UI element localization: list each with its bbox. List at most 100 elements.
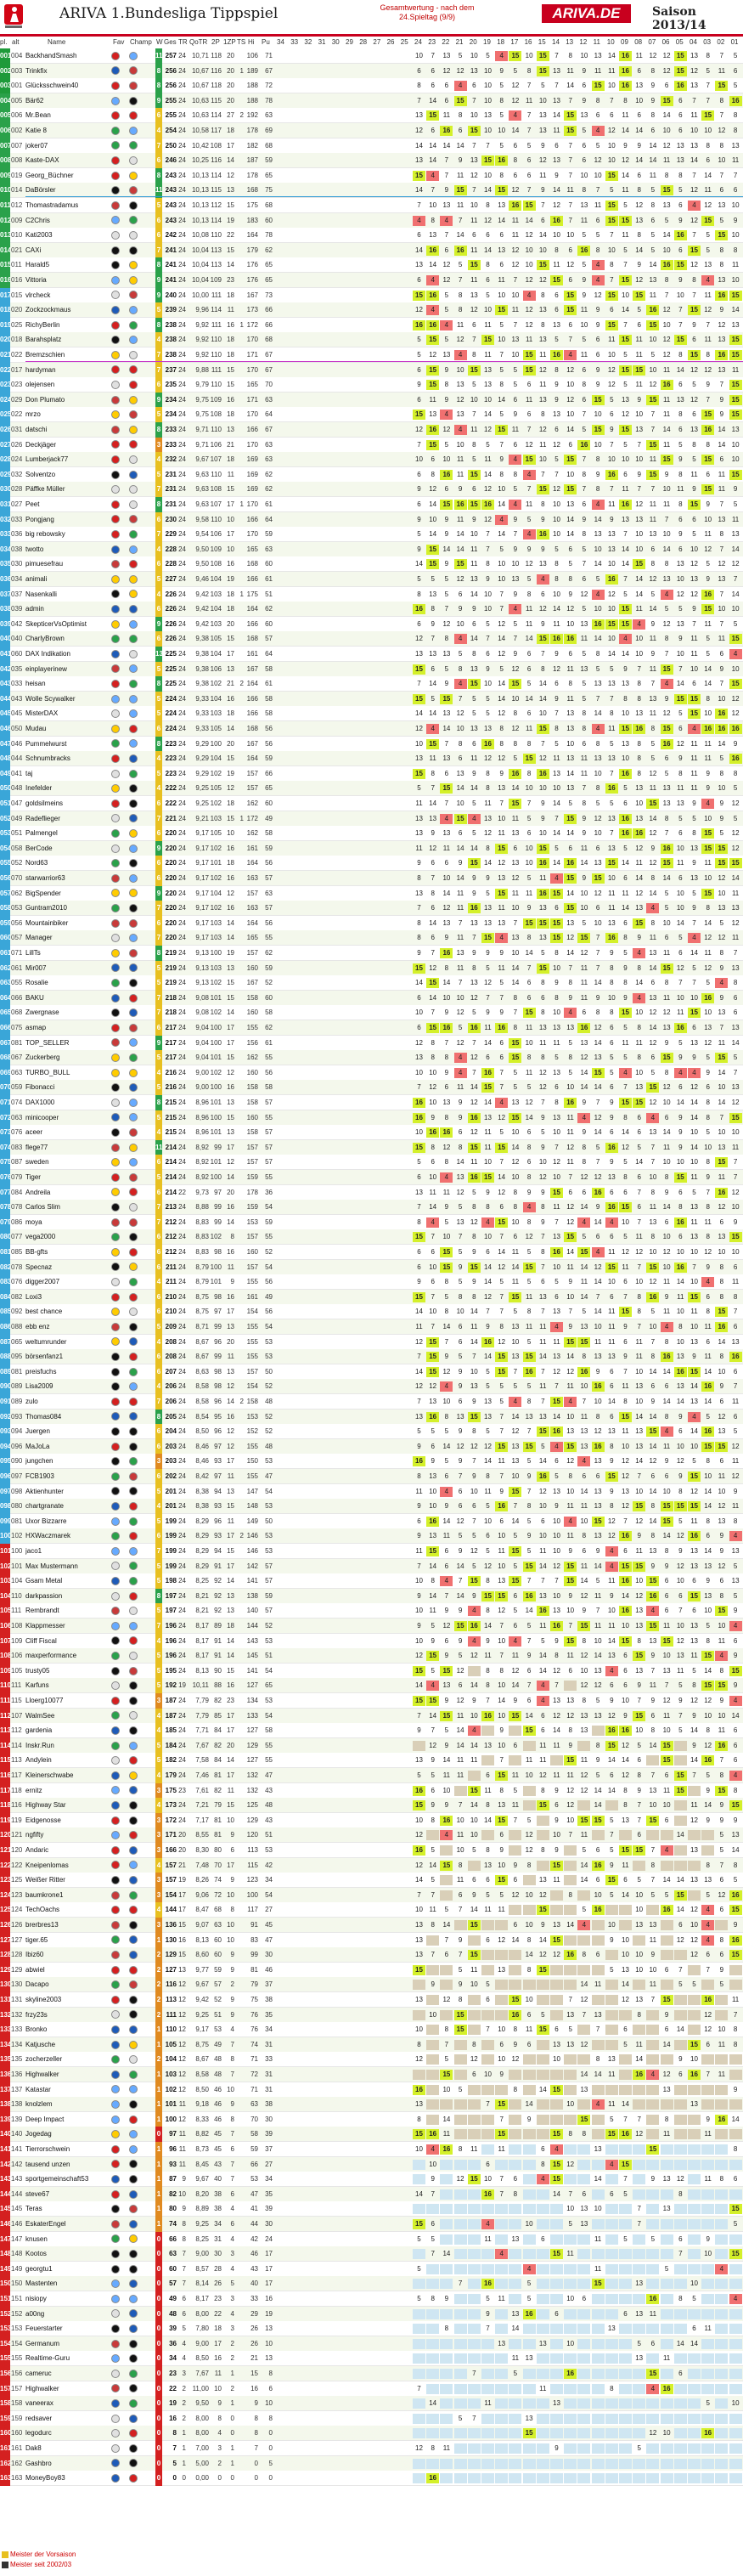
- table-row[interactable]: 082 078 Specnaz 6 211 24 8,79 100 11 157 54 6 10 15 9 1…: [0, 1259, 743, 1275]
- table-row[interactable]: 015 011 Harald5 8 241 24 10,04 113 14 176 65 13 14 12…: [0, 257, 743, 274]
- player-name[interactable]: Barahsplatz: [25, 336, 62, 344]
- table-row[interactable]: 067 081 TOP_SELLER 9 217 24 9,04 100 17 156 61 12 8 7…: [0, 1035, 743, 1051]
- table-row[interactable]: 069 063 TURBO_BULL 4 216 24 9,00 102 12 160 56 10 10…: [0, 1065, 743, 1081]
- table-row[interactable]: 050 048 Inefelder 4 222 24 9,25 105 12 157 65 5 7 15 1…: [0, 781, 743, 797]
- table-row[interactable]: 083 076 digger2007 4 211 24 8,79 101 9 155 56 9 6 8 5 9…: [0, 1274, 743, 1291]
- table-row[interactable]: 045 045 MisterDAX 5 224 24 9,33 103 18 166 58 14 14 1…: [0, 706, 743, 722]
- player-name[interactable]: jungchen: [25, 1457, 53, 1466]
- table-row[interactable]: 064 066 BAKU 7 218 24 9,08 101 15 158 60 6 14 10 10 12 7…: [0, 990, 743, 1006]
- table-row[interactable]: 055 052 Nord63 6 220 24 9,17 101 18 164 56 9 6 6 9 15 14…: [0, 856, 743, 872]
- table-row[interactable]: 035 030 pimuesefrau 6 228 24 9,50 108 16 168 60 14 1…: [0, 556, 743, 573]
- player-name[interactable]: Bär62: [25, 96, 44, 105]
- table-row[interactable]: 084 082 Loxi3 6 210 24 8,75 98 16 161 49 15 7 5 8 8 12 7 1…: [0, 1289, 743, 1305]
- player-name[interactable]: Tiger: [25, 1173, 41, 1181]
- player-name[interactable]: pimuesefrau: [25, 560, 64, 568]
- player-name[interactable]: Guntram2010: [25, 904, 67, 912]
- table-row[interactable]: 004 005 Bär62 9 255 24 10,63 115 20 188 78 7 14 6 15 7 1…: [0, 93, 743, 109]
- table-row[interactable]: 026 031 datschi 8 233 24 9,71 110 13 166 67 12 16 12 4…: [0, 422, 743, 438]
- player-name[interactable]: BAKU: [25, 993, 44, 1002]
- player-name[interactable]: Thomas084: [25, 1412, 62, 1421]
- player-name[interactable]: Zuckerberg: [25, 1054, 60, 1062]
- table-row[interactable]: 095 090 jungchen 3 203 24 8,46 93 17 150 53 16 9 5 9 7 1…: [0, 1454, 743, 1470]
- player-name[interactable]: Lisa2009: [25, 1382, 53, 1391]
- table-row[interactable]: 044 043 Wolle Scywalker 5 224 24 9,33 104 16 166 5…: [0, 691, 743, 707]
- player-name[interactable]: Päffke Müller: [25, 485, 65, 494]
- table-row[interactable]: 017 015 vlrcheck 9 240 24 10,00 111 18 167 73 15 16 5…: [0, 287, 743, 303]
- table-row[interactable]: 028 024 Lumberjack77 4 232 24 9,67 107 18 169 63 10…: [0, 452, 743, 468]
- player-name[interactable]: Deckjäger: [25, 440, 57, 449]
- table-row[interactable]: 073 076 aceer 4 215 24 8,96 101 13 158 57 10 16 16 6 12…: [0, 1125, 743, 1141]
- player-name[interactable]: Solventzo: [25, 470, 56, 478]
- player-name[interactable]: MisterDAX: [25, 709, 59, 718]
- player-name[interactable]: RichyBerlin: [25, 320, 60, 329]
- player-name[interactable]: aceer: [25, 1128, 43, 1137]
- table-row[interactable]: 023 023 olejensen 6 235 24 9,79 110 15 165 70 9 15 8 1…: [0, 377, 743, 393]
- player-name[interactable]: vlrcheck: [25, 291, 51, 299]
- player-name[interactable]: zulo: [25, 1398, 38, 1405]
- player-name[interactable]: DaBörsler: [25, 186, 56, 195]
- table-row[interactable]: 038 039 admin 6 226 24 9,42 104 18 164 62 16 8 7 9 9 10 7…: [0, 602, 743, 618]
- player-name[interactable]: Mr.Bean: [25, 111, 51, 120]
- table-row[interactable]: 071 074 DAX1000 8 215 24 8,96 101 13 158 57 16 10 13 9…: [0, 1095, 743, 1110]
- player-name[interactable]: SkepticerVsOptimist: [25, 619, 87, 628]
- player-name[interactable]: joker07: [25, 141, 48, 150]
- player-name[interactable]: Radeflieger: [25, 814, 60, 822]
- table-row[interactable]: 087 065 weltumrunder 4 208 24 8,67 96 20 155 53 12 1…: [0, 1334, 743, 1350]
- table-row[interactable]: 042 035 einplayerinew 5 225 24 9,38 106 13 167 58 1…: [0, 661, 743, 677]
- player-name[interactable]: Carlos Slim: [25, 1203, 60, 1212]
- table-row[interactable]: 068 067 Zuckerberg 5 217 24 9,04 101 15 162 55 13 8 8…: [0, 1050, 743, 1066]
- table-row[interactable]: 075 087 sweden 6 214 24 8,92 101 12 157 57 5 6 8 14 11 1…: [0, 1155, 743, 1171]
- table-row[interactable]: 088 095 börsenfanz1 6 208 24 8,67 99 11 155 53 7 15 9…: [0, 1349, 743, 1365]
- table-row[interactable]: 048 044 Schnumbracks 4 223 24 9,29 104 15 164 59 13…: [0, 751, 743, 767]
- player-name[interactable]: BigSpender: [25, 889, 61, 897]
- table-row[interactable]: 012 009 C2Chris 6 243 24 10,13 114 19 183 60 4 8 4 7 11…: [0, 212, 743, 229]
- table-row[interactable]: 034 038 twotto 4 228 24 9,50 109 10 165 63 9 15 14 14 1…: [0, 541, 743, 557]
- table-row[interactable]: 086 088 ebb enz 5 209 24 8,71 99 13 155 54 11 7 14 6 11…: [0, 1319, 743, 1335]
- table-row[interactable]: 002 003 Trinkfix 8 256 24 10,67 116 20 1 189 67 6 6 12…: [0, 63, 743, 79]
- player-name[interactable]: Kaste-DAX: [25, 156, 59, 165]
- player-name[interactable]: ebb enz: [25, 1323, 50, 1330]
- player-name[interactable]: Palmengel: [25, 829, 58, 838]
- player-name[interactable]: Thomastradamus: [25, 201, 79, 209]
- table-row[interactable]: 072 063 minicooper 5 215 24 8,96 100 15 160 55 16 9 8…: [0, 1110, 743, 1126]
- table-row[interactable]: 001 004 BackhandSmash 11 257 24 10,71 118 20 106 7…: [0, 48, 743, 64]
- player-name[interactable]: twotto: [25, 545, 44, 553]
- player-name[interactable]: BackhandSmash: [25, 52, 77, 59]
- table-row[interactable]: 022 017 hardyman 7 237 24 9,88 111 15 170 67 6 15 9 10…: [0, 362, 743, 378]
- table-row[interactable]: 043 033 heisan 8 225 24 9,38 102 21 2 164 61 7 14 9 4 15…: [0, 676, 743, 692]
- table-row[interactable]: 014 021 CAXi 7 241 24 10,04 113 15 179 62 14 16 6 16 11…: [0, 242, 743, 258]
- table-row[interactable]: 033 036 big rebowsky 7 229 24 9,54 106 17 170 59 5 1…: [0, 527, 743, 543]
- table-row[interactable]: 079 086 moya 7 212 24 8,83 99 14 153 59 8 4 5 13 12 4 15 1…: [0, 1214, 743, 1230]
- player-name[interactable]: Lumberjack77: [25, 455, 69, 464]
- player-name[interactable]: börsenfanz1: [25, 1353, 64, 1361]
- player-name[interactable]: weltumrunder: [25, 1337, 67, 1346]
- player-name[interactable]: olejensen: [25, 381, 55, 389]
- player-name[interactable]: Trinkfix: [25, 66, 48, 75]
- player-name[interactable]: Glücksschwein40: [25, 82, 79, 90]
- player-name[interactable]: BB-gfts: [25, 1248, 48, 1256]
- player-name[interactable]: taj: [25, 769, 33, 777]
- table-row[interactable]: 094 096 MaJoLa 6 203 24 8,46 97 12 155 48 9 6 14 12 12 1…: [0, 1438, 743, 1455]
- player-name[interactable]: Manager: [25, 934, 53, 942]
- player-name[interactable]: asmap: [25, 1024, 47, 1031]
- table-row[interactable]: 062 061 Mir007 5 219 24 9,13 103 13 160 59 15 12 8 11 8…: [0, 960, 743, 976]
- table-row[interactable]: 024 029 Don Plumato 9 234 24 9,75 109 16 171 63 6 11…: [0, 392, 743, 408]
- player-name[interactable]: Schnumbracks: [25, 754, 70, 763]
- player-name[interactable]: Pongjang: [25, 515, 54, 523]
- table-row[interactable]: 065 068 Zwergnase 7 218 24 9,08 102 14 160 58 10 7 9 1…: [0, 1005, 743, 1021]
- player-name[interactable]: best chance: [25, 1308, 63, 1316]
- player-name[interactable]: TURBO_BULL: [25, 1068, 70, 1076]
- table-row[interactable]: 019 025 RichyBerlin 8 238 24 9,92 111 16 1 172 66 16…: [0, 317, 743, 333]
- player-name[interactable]: moya: [25, 1217, 42, 1226]
- table-row[interactable]: 025 022 mrzo 5 234 24 9,75 108 18 170 64 15 13 4 13 7 14…: [0, 407, 743, 423]
- table-row[interactable]: 085 092 best chance 6 210 24 8,75 97 17 154 56 14 10…: [0, 1304, 743, 1320]
- table-row[interactable]: 080 077 vega2000 6 212 24 8,83 102 8 157 55 15 7 10 7 8…: [0, 1229, 743, 1246]
- ariva-logo[interactable]: ARIVA.DE: [542, 4, 631, 23]
- player-name[interactable]: preisfuchs: [25, 1367, 57, 1376]
- player-name[interactable]: CharlyBrown: [25, 635, 65, 643]
- table-row[interactable]: 081 085 BB-gfts 6 212 24 8,83 98 16 160 52 6 6 15 5 9 6 1…: [0, 1245, 743, 1260]
- table-row[interactable]: 096 097 FCB1903 6 202 24 8,42 97 11 155 47 8 13 6 7 9 8 7…: [0, 1469, 743, 1484]
- table-row[interactable]: 066 075 asmap 6 217 24 9,04 100 17 155 62 6 15 16 5 16 1…: [0, 1020, 743, 1036]
- table-row[interactable]: 046 050 Mudau 6 224 24 9,33 105 14 168 56 12 4 14 10 13…: [0, 721, 743, 737]
- player-name[interactable]: minicooper: [25, 1113, 59, 1121]
